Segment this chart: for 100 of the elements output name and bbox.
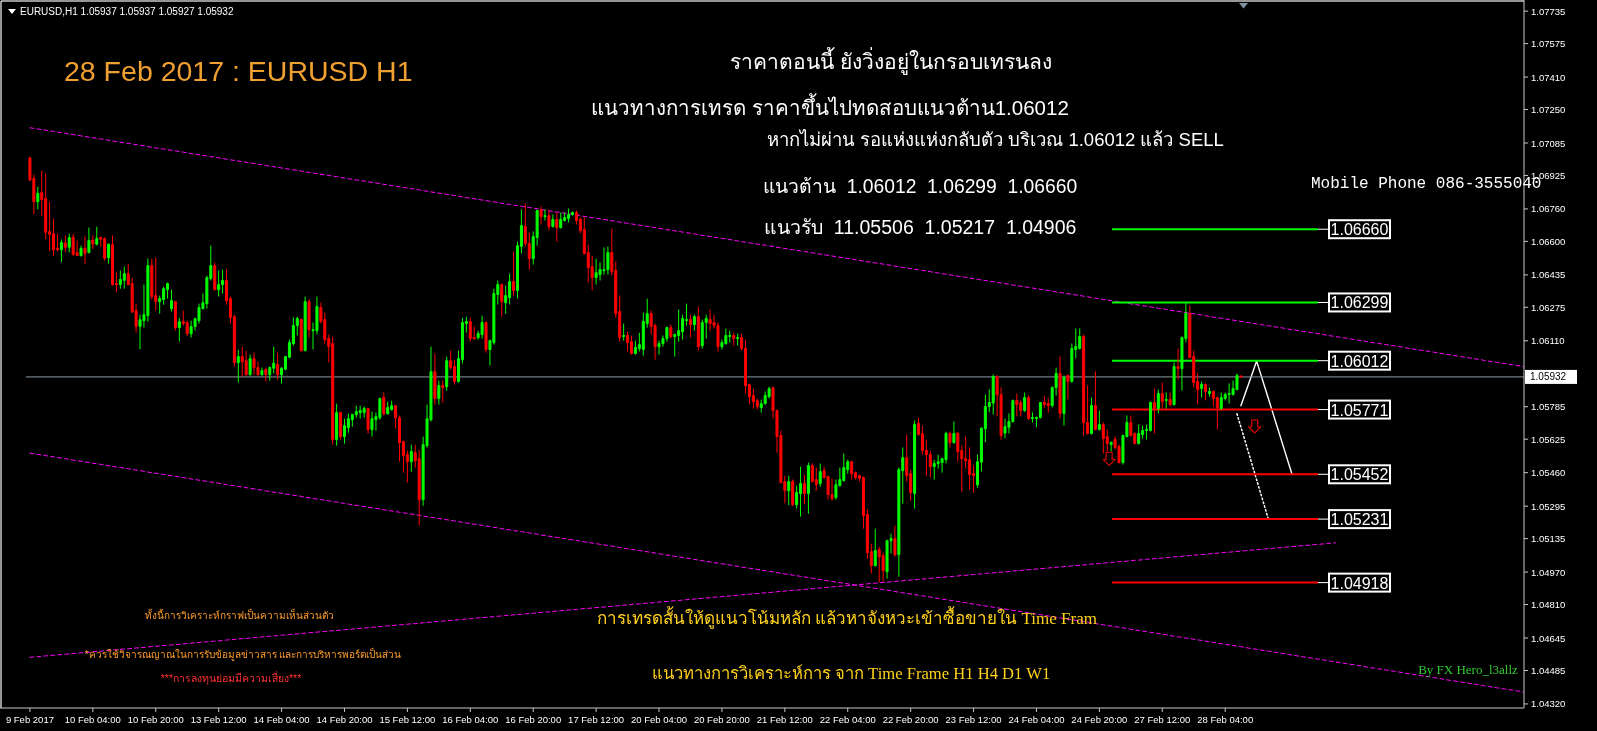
candlestick <box>1046 397 1050 414</box>
candlestick <box>751 388 755 410</box>
candlestick <box>1156 388 1160 414</box>
candlestick <box>692 314 696 332</box>
candlestick <box>500 283 504 318</box>
annotation: หากไม่ผ่าน รอแห่งแห่งกลับตัว บริเวณ 1.06012 แล้ว SELL <box>767 129 1224 150</box>
ref-line-label: 1.05771 <box>1330 401 1389 419</box>
x-tick-label: 16 Feb 20:00 <box>505 714 562 725</box>
candlestick <box>1090 397 1094 436</box>
candlestick <box>390 400 394 412</box>
candlestick <box>669 324 673 340</box>
candlestick <box>236 349 240 384</box>
candlestick <box>59 239 63 263</box>
candlestick <box>665 326 669 343</box>
y-tick-label: 1.06110 <box>1531 335 1565 347</box>
candlestick <box>1015 393 1019 417</box>
candlestick <box>95 226 99 246</box>
candlestick <box>331 336 335 446</box>
candlestick <box>688 314 692 339</box>
y-tick-label: 1.05785 <box>1531 401 1566 413</box>
candlestick <box>1141 425 1145 440</box>
candlestick <box>991 373 995 415</box>
candlestick <box>1023 392 1027 413</box>
candlestick <box>594 258 598 286</box>
candlestick <box>382 392 386 417</box>
x-tick-label: 16 Feb 04:00 <box>442 714 499 725</box>
candlestick <box>173 300 177 332</box>
candlestick <box>1042 395 1046 409</box>
candlestick <box>417 449 421 527</box>
candlestick <box>736 333 740 347</box>
candlestick <box>1176 348 1180 381</box>
candlestick <box>1097 410 1101 431</box>
candlestick <box>1082 334 1086 437</box>
candlestick <box>480 315 484 340</box>
candlestick <box>539 206 543 226</box>
candlestick <box>366 407 370 435</box>
x-tick-label: 10 Feb 20:00 <box>127 714 184 725</box>
candlestick <box>629 335 633 356</box>
candlestick <box>252 352 256 376</box>
candlestick <box>512 251 516 297</box>
candlestick <box>437 380 441 406</box>
x-tick-label: 9 Feb 2017 <box>5 714 54 725</box>
y-tick-label: 1.07575 <box>1531 38 1566 50</box>
candlestick <box>335 403 339 447</box>
candlestick <box>728 330 732 344</box>
candlestick <box>217 270 221 298</box>
candlestick <box>122 266 126 290</box>
candlestick <box>91 235 95 250</box>
candlestick <box>696 306 700 352</box>
y-tick-label: 1.05625 <box>1531 433 1566 445</box>
candlestick <box>213 262 217 292</box>
y-tick-label: 1.06275 <box>1531 301 1566 313</box>
candlestick <box>244 350 248 377</box>
annotation: ***การลงทุนย่อมมีความเสี่ยง*** <box>160 671 302 685</box>
candlestick <box>1164 392 1168 410</box>
candlestick <box>893 525 897 558</box>
candlestick <box>36 186 40 210</box>
candlestick <box>791 479 795 507</box>
candlestick <box>948 431 952 449</box>
y-tick-label: 1.04485 <box>1531 664 1566 676</box>
candlestick <box>189 320 193 339</box>
candlestick <box>83 236 87 265</box>
y-tick-label: 1.06600 <box>1531 235 1566 247</box>
candlestick <box>547 210 551 232</box>
annotation: By FX Hero_l3allz <box>1418 662 1519 677</box>
candlestick <box>299 317 303 353</box>
candlestick <box>433 353 437 406</box>
candlestick <box>63 235 67 253</box>
x-tick-label: 15 Feb 12:00 <box>379 714 436 725</box>
candlestick <box>1168 392 1172 408</box>
line-series <box>29 452 1524 693</box>
candlestick <box>626 331 630 353</box>
y-tick-label: 1.04810 <box>1531 599 1566 611</box>
candlestick <box>260 367 264 377</box>
candlestick <box>806 462 810 515</box>
candlestick <box>877 546 881 584</box>
x-tick-label: 21 Feb 12:00 <box>756 714 813 725</box>
candlestick <box>87 227 91 255</box>
candlestick <box>1219 392 1223 411</box>
candlestick <box>1027 395 1031 421</box>
y-tick-label: 1.04320 <box>1531 698 1566 710</box>
candlestick <box>555 212 559 243</box>
y-tick-label: 1.07735 <box>1531 5 1566 17</box>
candlestick <box>1207 386 1211 398</box>
y-tick-label: 1.06435 <box>1531 269 1566 281</box>
candlestick <box>913 420 917 510</box>
candlestick <box>484 321 488 354</box>
candlestick <box>787 475 791 506</box>
candlestick <box>445 356 449 392</box>
candlestick <box>169 289 173 313</box>
ref-line-label: 1.05932 <box>1530 371 1567 383</box>
candlestick <box>118 270 122 290</box>
candlestick <box>551 214 555 229</box>
candlestick <box>567 208 571 224</box>
y-tick-label: 1.04645 <box>1531 632 1566 644</box>
candlestick <box>362 406 366 419</box>
x-tick-label: 17 Feb 12:00 <box>568 714 625 725</box>
annotation: แนวรับ 11.05506 1.05217 1.04906 <box>764 216 1077 238</box>
candlestick <box>177 317 181 343</box>
candlestick <box>1200 381 1204 399</box>
